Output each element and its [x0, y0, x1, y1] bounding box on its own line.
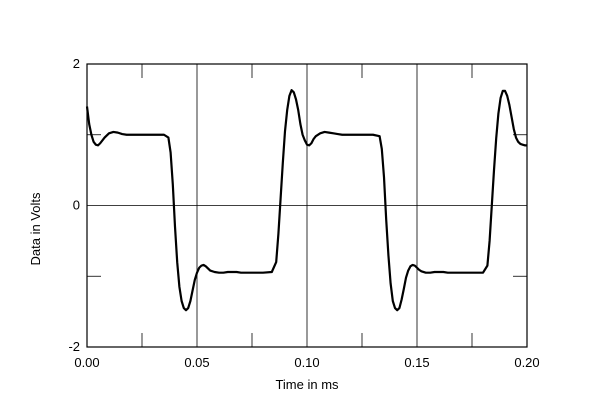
plot-frame	[86, 63, 528, 348]
x-tick-label: 0.15	[404, 355, 429, 370]
x-tick-label: 0.00	[74, 355, 99, 370]
x-tick-label: 0.20	[514, 355, 539, 370]
x-tick-labels: 0.00 0.05 0.10 0.15 0.20	[74, 355, 539, 370]
y-tick-label: -2	[68, 339, 80, 354]
x-axis-label: Time in ms	[275, 377, 339, 392]
x-tick-label: 0.05	[184, 355, 209, 370]
series-line	[85, 89, 527, 312]
y-tick-label: 0	[73, 198, 80, 213]
minor-ticks	[87, 64, 527, 347]
grid-lines	[86, 63, 528, 348]
y-tick-labels: -2 0 2	[68, 56, 80, 354]
x-tick-label: 0.10	[294, 355, 319, 370]
y-tick-label: 2	[73, 56, 80, 71]
y-axis-label: Data in Volts	[28, 192, 43, 265]
